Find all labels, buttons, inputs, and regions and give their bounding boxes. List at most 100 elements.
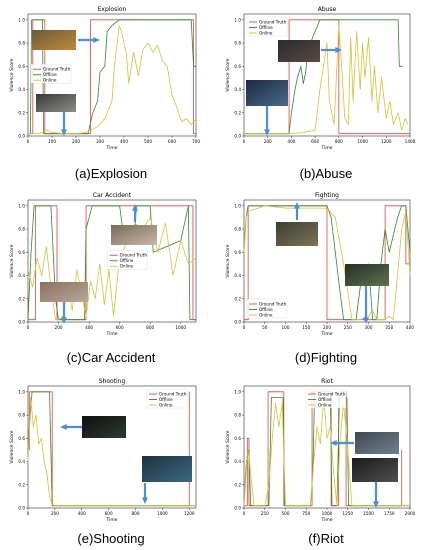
- series-line-online: [27, 397, 196, 507]
- video-frame-thumbnail: [82, 416, 126, 438]
- y-tick-label: 1.0: [18, 17, 25, 22]
- video-frame-thumbnail: [36, 94, 76, 112]
- y-tick-label: 1.0: [234, 389, 241, 394]
- series-line-online: [244, 25, 409, 135]
- x-tick-label: 1250: [342, 511, 353, 516]
- y-tick-label: 0.4: [234, 459, 241, 464]
- x-tick-label: 300: [96, 139, 104, 144]
- y-tick-label: 0.4: [234, 273, 241, 278]
- x-tick-label: 1500: [363, 511, 374, 516]
- y-tick-label: 0.4: [234, 87, 241, 92]
- y-tick-label: 0.8: [234, 413, 241, 418]
- x-tick-label: 400: [85, 325, 93, 330]
- y-axis-label: Violence Score: [225, 430, 231, 463]
- y-tick-label: 0.8: [18, 41, 25, 46]
- legend-entry: Ground Truth: [318, 392, 346, 397]
- y-tick-label: 0.2: [18, 482, 25, 487]
- pointer-arrow-head: [294, 202, 300, 209]
- pointer-arrow-head: [61, 317, 67, 324]
- pointer-arrow-head: [93, 37, 100, 43]
- legend-entry: Ground Truth: [43, 67, 71, 72]
- x-tick-label: 400: [287, 139, 295, 144]
- y-tick-label: 0.2: [234, 296, 241, 301]
- legend-entry: Online: [318, 403, 332, 408]
- x-tick-label: 250: [261, 511, 269, 516]
- x-axis-label: Time: [105, 331, 117, 337]
- x-tick-label: 1000: [157, 511, 168, 516]
- video-frame-thumbnail: [355, 432, 399, 454]
- chart-panel-2: Abuse 0 200 400 600 800 1000 1200 1400 0.0 0.2 0.4 0…: [225, 6, 416, 181]
- pointer-arrow-head: [264, 129, 270, 136]
- x-tick-label: 300: [365, 325, 373, 330]
- video-frame-thumbnail: [278, 40, 320, 62]
- x-tick-label: 200: [55, 325, 63, 330]
- y-tick-label: 0.0: [234, 320, 241, 325]
- pointer-arrow-head: [132, 204, 138, 211]
- y-tick-label: 0.8: [18, 227, 25, 232]
- x-axis-label: Time: [320, 145, 332, 151]
- x-axis-label: Time: [320, 331, 332, 337]
- chart-panel-1: Explosion 0 100 200 300 400 500 600 700 0.0 0.2 0.4…: [9, 6, 200, 181]
- legend-entry: Online: [259, 31, 273, 36]
- video-frame-thumbnail: [32, 30, 76, 50]
- x-tick-label: 400: [120, 139, 128, 144]
- series-line-offline: [28, 19, 196, 135]
- legend-entry: Online: [259, 313, 273, 318]
- panel-caption: (b)Abuse: [300, 166, 353, 181]
- y-tick-label: 1.0: [234, 17, 241, 22]
- panel-caption: (d)Fighting: [295, 350, 357, 365]
- x-tick-label: 800: [335, 139, 343, 144]
- x-tick-label: 1200: [184, 511, 195, 516]
- x-tick-label: 400: [78, 511, 86, 516]
- panel-caption: (e)Shooting: [77, 531, 144, 546]
- x-tick-label: 350: [385, 325, 393, 330]
- video-frame-thumbnail: [111, 225, 157, 245]
- legend-entry: Offline: [259, 307, 273, 312]
- pointer-arrow-head: [60, 424, 67, 430]
- x-tick-label: 150: [302, 325, 310, 330]
- video-frame-thumbnail: [345, 264, 389, 286]
- legend-entry: Ground Truth: [259, 302, 287, 307]
- y-tick-label: 0.6: [18, 64, 25, 69]
- x-tick-label: 400: [406, 325, 414, 330]
- x-tick-label: 2000: [405, 511, 416, 516]
- video-frame-thumbnail: [352, 458, 398, 482]
- y-tick-label: 0.8: [234, 41, 241, 46]
- x-tick-label: 600: [168, 139, 176, 144]
- y-tick-label: 0.0: [18, 134, 25, 139]
- x-axis-label: Time: [320, 517, 332, 523]
- pointer-arrow-head: [335, 47, 342, 53]
- x-tick-label: 800: [146, 325, 154, 330]
- x-tick-label: 100: [282, 325, 290, 330]
- video-frame-thumbnail: [40, 282, 88, 302]
- chart-title: Shooting: [99, 378, 126, 385]
- video-frame-thumbnail: [276, 222, 318, 246]
- y-tick-label: 0.2: [18, 296, 25, 301]
- x-tick-label: 250: [344, 325, 352, 330]
- y-tick-label: 0.2: [18, 110, 25, 115]
- legend-entry: Offline: [159, 397, 173, 402]
- legend-entry: Online: [159, 403, 173, 408]
- x-tick-label: 600: [105, 511, 113, 516]
- x-tick-label: 200: [72, 139, 80, 144]
- y-tick-label: 0.0: [18, 320, 25, 325]
- x-tick-label: 800: [132, 511, 140, 516]
- y-tick-label: 0.0: [234, 134, 241, 139]
- chart-title: Car Accident: [93, 192, 132, 199]
- x-tick-label: 1000: [322, 511, 333, 516]
- x-tick-label: 200: [51, 511, 59, 516]
- pointer-arrow-head: [363, 317, 369, 324]
- x-tick-label: 200: [264, 139, 272, 144]
- x-tick-label: 200: [323, 325, 331, 330]
- x-tick-label: 100: [48, 139, 56, 144]
- x-tick-label: 600: [116, 325, 124, 330]
- y-tick-label: 0.4: [18, 87, 25, 92]
- y-tick-label: 1.0: [18, 389, 25, 394]
- y-tick-label: 0.6: [234, 250, 241, 255]
- legend-entry: Offline: [120, 258, 134, 263]
- pointer-arrow-head: [142, 497, 148, 504]
- legend-entry: Online: [43, 78, 57, 83]
